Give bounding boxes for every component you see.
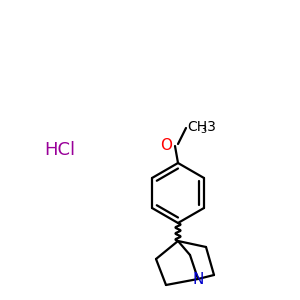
Text: 3: 3 <box>200 125 206 135</box>
Text: CH3: CH3 <box>187 120 216 134</box>
Text: N: N <box>192 272 204 286</box>
Text: O: O <box>160 137 172 152</box>
Text: HCl: HCl <box>44 141 76 159</box>
